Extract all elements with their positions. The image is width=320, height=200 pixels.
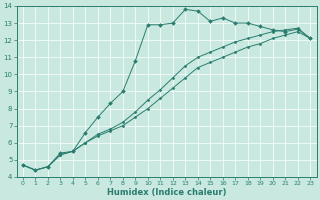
X-axis label: Humidex (Indice chaleur): Humidex (Indice chaleur) — [107, 188, 226, 197]
